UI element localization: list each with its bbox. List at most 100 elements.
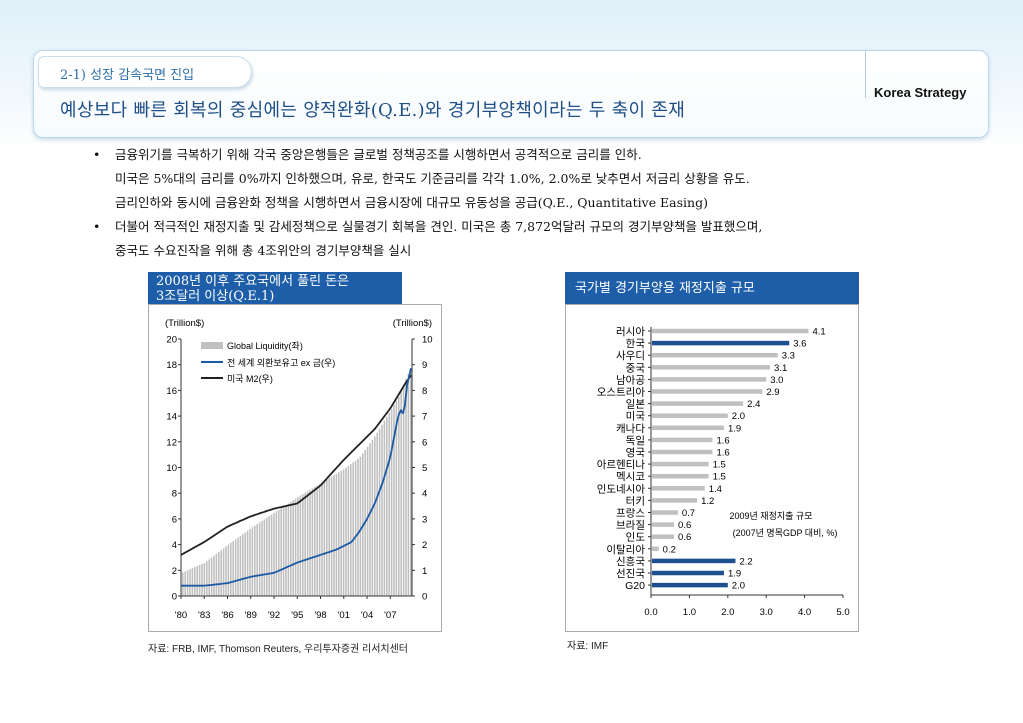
- fx-reserves-line: [181, 367, 412, 587]
- stimulus-chart: 러시아 4.1 한국 3.6 사우디 3.3 중국 3.1 남아공 3.0 오스트리아 2.9 일본 2.…: [597, 326, 850, 618]
- liquidity-bar: [194, 567, 196, 596]
- x-tick-label: 3.0: [760, 607, 773, 618]
- bullet-marker: •: [93, 147, 101, 162]
- liquidity-bar: [270, 514, 273, 596]
- x-tick-label: '83: [198, 610, 210, 621]
- chart-title-text: 국가별 경기부양용 재정지출 규모: [575, 281, 755, 296]
- right-y-tick-label: 6: [422, 437, 427, 448]
- bullet-text: 중국도 수요진작을 위해 총 4조위안의 경기부양책을 실시: [115, 243, 412, 258]
- liquidity-bar: [311, 488, 314, 596]
- x-tick-label: '80: [175, 610, 187, 621]
- x-tick-label: 5.0: [836, 607, 849, 618]
- stimulus-bar: [652, 570, 724, 576]
- bullet-marker: •: [93, 219, 101, 234]
- right-y-tick-label: 2: [422, 540, 427, 551]
- category-label: 한국: [626, 338, 646, 350]
- stimulus-chart-frame: 러시아 4.1 한국 3.6 사우디 3.3 중국 3.1 남아공 3.0 오스트리아 2.9 일본 2.…: [565, 304, 859, 632]
- value-label: 1.6: [716, 435, 729, 446]
- value-label: 3.3: [782, 351, 795, 362]
- category-label: 러시아: [616, 326, 645, 338]
- liquidity-bar: [258, 522, 261, 596]
- stimulus-bar: [652, 461, 709, 467]
- right-y-tick-label: 8: [422, 386, 427, 397]
- liquidity-bar: [285, 505, 287, 596]
- bullet-line: • 금융위기를 극복하기 위해 각국 중앙은행들은 글로벌 정책공조를 시행하면서…: [93, 143, 762, 167]
- liquidity-bar: [390, 408, 393, 596]
- legend-label: 미국 M2(우): [227, 374, 273, 384]
- liquidity-bar: [266, 517, 268, 596]
- liquidity-bar: [227, 544, 230, 596]
- category-label: 중국: [626, 362, 646, 374]
- liquidity-bar: [210, 557, 213, 596]
- liquidity-bar: [203, 562, 206, 596]
- x-tick-label: 1.0: [683, 607, 696, 618]
- value-label: 1.9: [728, 569, 741, 580]
- legend-label: 전 세계 외환보유고 ex 금(우): [227, 357, 335, 368]
- right-y-tick-label: 0: [422, 592, 427, 603]
- liquidity-bar: [237, 537, 239, 596]
- right-y-tick-label: 7: [422, 412, 427, 423]
- x-tick-label: '95: [291, 610, 303, 621]
- liquidity-bar: [251, 527, 254, 596]
- liquidity-bar: [405, 379, 407, 596]
- right-y-tick-label: 5: [422, 463, 427, 474]
- liquidity-bar: [191, 568, 194, 596]
- stimulus-bar: [652, 377, 767, 382]
- liquidity-bar: [359, 456, 362, 596]
- bullet-text: 금리인하와 동시에 금융완화 정책을 시행하면서 금융시장에 대규모 유동성을 …: [115, 195, 708, 210]
- category-label: G20: [625, 580, 645, 592]
- liquidity-bar: [215, 553, 218, 596]
- liquidity-chart-title: 2008년 이후 주요국에서 풀린 돈은 3조달러 이상(Q.E.1): [148, 272, 402, 304]
- liquidity-bar: [254, 525, 256, 596]
- value-label: 0.6: [678, 520, 691, 531]
- liquidity-bar: [198, 565, 201, 596]
- value-label: 1.6: [716, 448, 729, 459]
- stimulus-bar: [652, 558, 736, 564]
- left-y-tick-label: 4: [172, 540, 177, 551]
- category-label: 선진국: [616, 568, 645, 580]
- liquidity-bar: [282, 506, 285, 596]
- bullet-line: • 더불어 적극적인 재정지출 및 감세정책으로 실물경기 회복을 견인. 미국은…: [93, 215, 762, 239]
- category-label: 프랑스: [616, 508, 645, 520]
- liquidity-bar: [239, 535, 242, 596]
- chart-title-line: 2008년 이후 주요국에서 풀린 돈은: [156, 274, 350, 289]
- page-title: 예상보다 빠른 회복의 중심에는 양적완화(Q.E.)와 경기부양책이라는 두 …: [60, 100, 686, 121]
- value-label: 0.2: [663, 544, 676, 555]
- liquidity-bar: [309, 489, 311, 596]
- liquidity-bar: [357, 458, 359, 596]
- liquidity-bar: [345, 467, 347, 596]
- x-tick-label: '89: [245, 610, 257, 621]
- value-label: 0.6: [678, 532, 691, 543]
- chart-source: 자료: IMF: [567, 641, 609, 652]
- category-label: 일본: [626, 398, 646, 411]
- right-axis-unit: (Trillion$): [393, 318, 432, 329]
- liquidity-bar: [378, 428, 381, 596]
- left-y-tick-label: 0: [172, 592, 177, 603]
- liquidity-bar: [218, 552, 220, 596]
- left-y-tick-label: 2: [172, 566, 177, 577]
- us-m2-line: [180, 374, 412, 556]
- liquidity-bar: [352, 462, 354, 596]
- liquidity-bar: [213, 555, 215, 596]
- chart-title-line: 3조달러 이상(Q.E.1): [156, 289, 275, 304]
- liquidity-bar: [366, 446, 369, 596]
- liquidity-bar: [297, 497, 299, 596]
- liquidity-bar: [328, 478, 330, 596]
- category-label: 남아공: [616, 374, 645, 386]
- stimulus-bar: [652, 582, 728, 588]
- liquidity-bar: [335, 473, 338, 596]
- right-y-tick-label: 3: [422, 514, 427, 525]
- value-label: 1.5: [713, 460, 726, 471]
- x-tick-label: '92: [268, 610, 280, 621]
- liquidity-bar: [302, 494, 304, 596]
- section-label: 2-1) 성장 감속국면 진입: [60, 68, 195, 83]
- brand-label: Korea Strategy: [874, 85, 967, 100]
- left-axis-unit: (Trillion$): [165, 318, 204, 329]
- left-y-tick-label: 12: [166, 437, 177, 448]
- chart-source: 자료: FRB, IMF, Thomson Reuters, 우리투자증권 리서…: [148, 644, 409, 655]
- liquidity-bar: [278, 509, 280, 596]
- liquidity-bar: [376, 432, 378, 596]
- category-label: 터키: [626, 495, 645, 507]
- liquidity-bar: [326, 479, 328, 596]
- header-divider: [865, 50, 866, 98]
